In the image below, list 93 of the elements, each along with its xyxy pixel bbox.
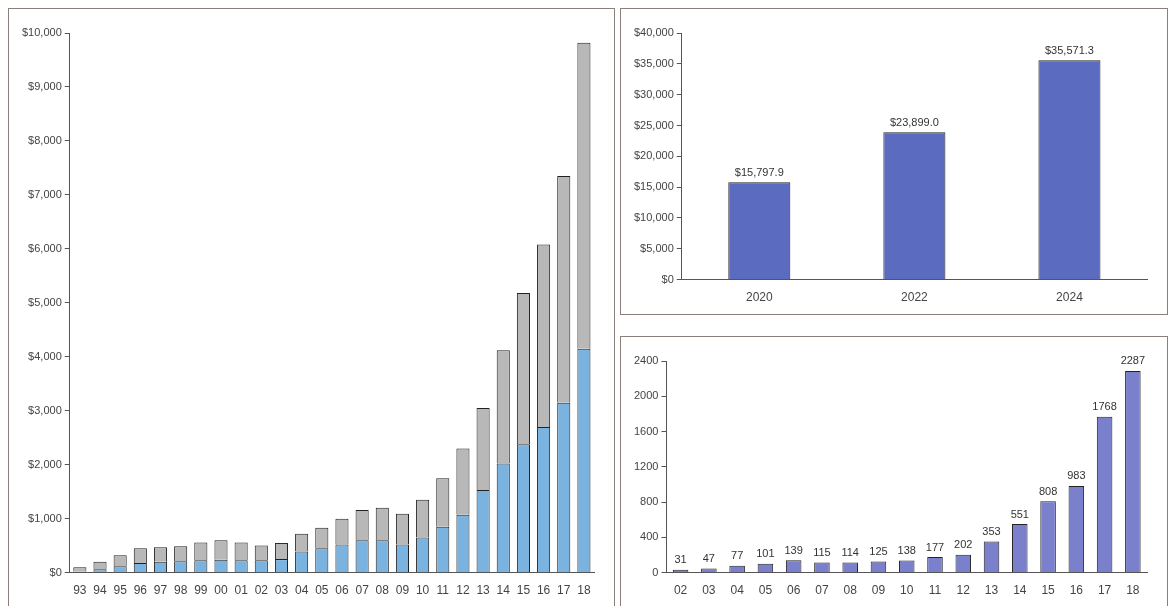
data-label: 177 (925, 540, 945, 553)
x-tick-label: 16 (1069, 583, 1084, 598)
data-label: 138 (897, 543, 916, 556)
x-tick-label: 99 (194, 583, 208, 598)
x-tick-label: 08 (843, 583, 858, 598)
x-tick-label: 09 (871, 583, 886, 598)
data-label: 983 (1067, 469, 1086, 482)
y-tick-label: $30,000 (634, 87, 674, 100)
x-tick-label: 12 (456, 583, 470, 598)
x-tick-label: 2022 (901, 290, 929, 305)
data-label: 31 (674, 553, 687, 566)
data-label: 47 (702, 551, 715, 564)
x-tick-label: 01 (234, 583, 249, 598)
y-tick-label: 800 (640, 495, 659, 508)
y-tick-label: 1600 (633, 424, 659, 437)
y-tick-label: 2000 (633, 389, 659, 402)
y-tick-label: 2400 (633, 354, 659, 367)
y-tick-label: $40,000 (634, 26, 674, 39)
y-tick-label: $6,000 (28, 241, 62, 254)
x-tick-label: 11 (436, 583, 450, 598)
x-tick-label: 12 (956, 583, 971, 598)
x-tick-label: 07 (355, 583, 370, 598)
data-label: 101 (756, 547, 775, 560)
x-tick-label: 10 (900, 583, 914, 598)
data-label: 551 (1010, 507, 1029, 520)
x-tick-label: 14 (1013, 583, 1027, 598)
x-tick-label: 98 (173, 583, 188, 598)
y-tick-label: $15,000 (634, 180, 674, 193)
data-label: 77 (731, 549, 744, 562)
data-label: $15,797.9 (734, 165, 784, 178)
y-tick-label: $5,000 (640, 241, 674, 254)
y-tick-label: $3,000 (28, 403, 62, 416)
data-label: $23,899.0 (889, 115, 939, 128)
x-tick-label: 11 (928, 583, 942, 598)
x-tick-label: 15 (1041, 583, 1056, 598)
y-tick-label: $2,000 (28, 457, 62, 470)
x-tick-label: 05 (758, 583, 773, 598)
data-label: 125 (869, 545, 888, 558)
y-tick-label: $20,000 (634, 149, 674, 162)
data-label: 115 (813, 545, 831, 558)
x-tick-label: 18 (1126, 583, 1140, 598)
x-tick-label: 09 (395, 583, 410, 598)
y-tick-label: $25,000 (634, 118, 674, 131)
x-tick-label: 05 (315, 583, 329, 598)
x-tick-label: 04 (730, 583, 745, 598)
data-label: 139 (784, 543, 803, 556)
data-label: 202 (954, 538, 973, 551)
data-label: 114 (841, 546, 859, 559)
y-tick-label: $10,000 (22, 26, 62, 39)
x-tick-label: 13 (476, 583, 491, 598)
y-tick-label: $7,000 (28, 187, 62, 200)
x-tick-label: 16 (536, 583, 551, 598)
x-tick-label: 96 (133, 583, 148, 598)
x-tick-label: 97 (153, 583, 168, 598)
data-label: 1768 (1092, 400, 1117, 413)
x-tick-label: 08 (375, 583, 390, 598)
x-tick-label: 00 (214, 583, 228, 598)
x-tick-label: 07 (815, 583, 829, 598)
x-tick-label: 2020 (745, 290, 773, 305)
data-label: 353 (982, 525, 1001, 538)
x-tick-label: 06 (335, 583, 349, 598)
x-tick-label: 2024 (1056, 290, 1084, 305)
x-tick-label: 94 (93, 583, 107, 598)
y-tick-label: $5,000 (28, 295, 62, 308)
x-tick-label: 06 (786, 583, 801, 598)
y-tick-label: 1200 (633, 459, 659, 472)
data-label: 2287 (1120, 354, 1146, 367)
x-tick-label: 10 (415, 583, 430, 598)
y-tick-label: $10,000 (634, 210, 674, 223)
x-tick-label: 02 (673, 583, 688, 598)
x-tick-label: 17 (1097, 583, 1112, 598)
x-tick-label: 03 (702, 583, 716, 598)
x-tick-label: 14 (496, 583, 511, 598)
y-tick-label: $9,000 (28, 79, 62, 92)
x-tick-label: 13 (984, 583, 999, 598)
y-tick-label: $0 (661, 272, 674, 285)
x-tick-label: 18 (577, 583, 591, 598)
y-tick-label: $0 (49, 565, 62, 578)
y-tick-label: $8,000 (28, 133, 62, 146)
y-tick-label: $35,000 (634, 56, 674, 69)
y-tick-label: $4,000 (28, 349, 62, 362)
x-tick-label: 93 (73, 583, 87, 598)
y-tick-label: $1,000 (28, 511, 62, 524)
y-tick-label: 400 (640, 530, 659, 543)
data-label: $35,571.3 (1044, 43, 1094, 56)
x-tick-label: 17 (557, 583, 571, 598)
x-tick-label: 02 (254, 583, 269, 598)
x-tick-label: 95 (113, 583, 128, 598)
y-tick-label: 0 (652, 565, 659, 578)
x-tick-label: 04 (294, 583, 309, 598)
x-tick-label: 03 (274, 583, 289, 598)
x-tick-label: 15 (516, 583, 531, 598)
data-label: 808 (1038, 484, 1058, 497)
